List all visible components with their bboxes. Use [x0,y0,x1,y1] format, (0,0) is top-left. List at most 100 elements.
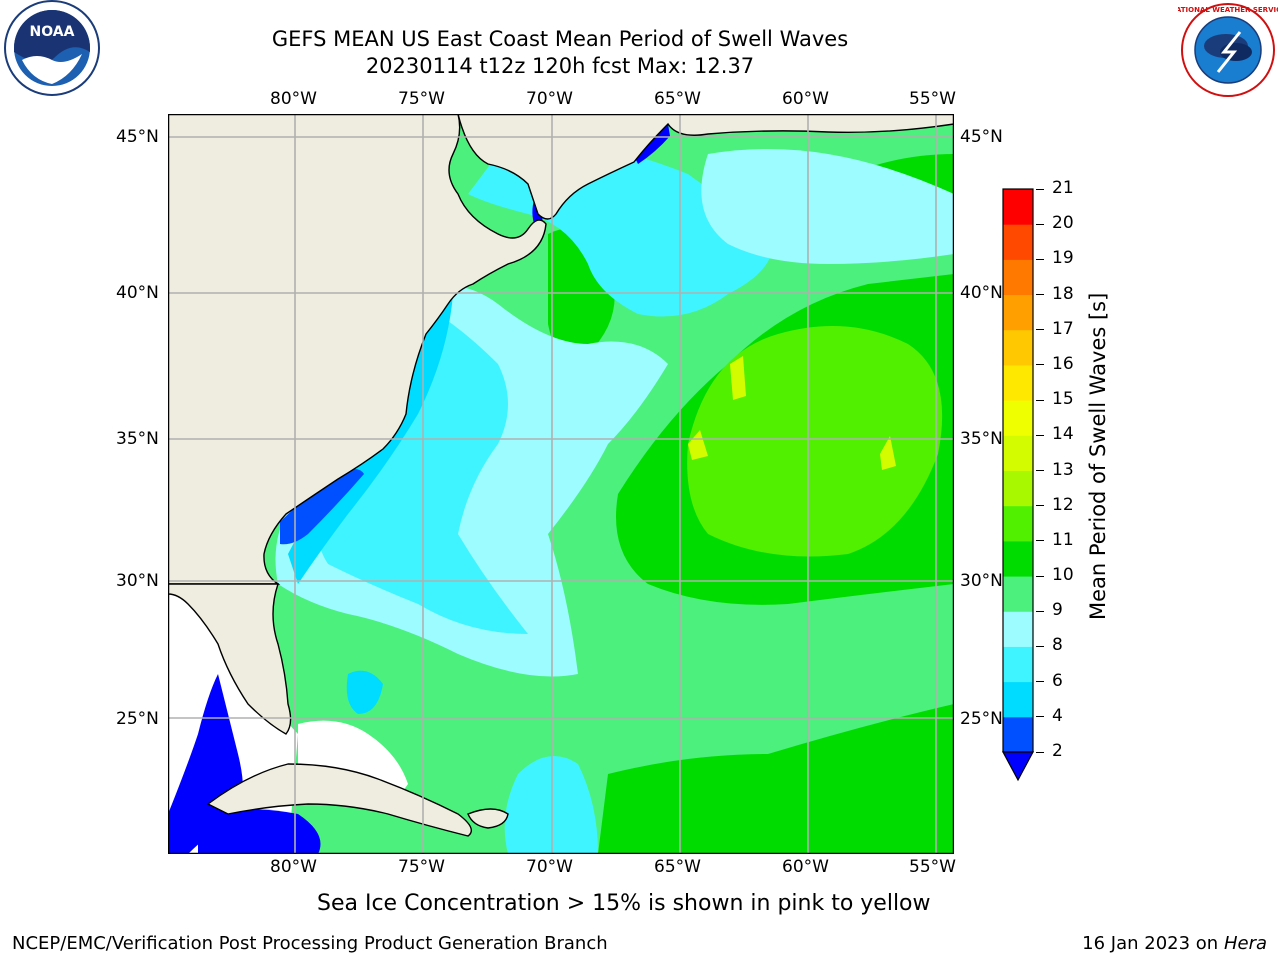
colorbar-tick-mark [1036,188,1044,190]
colorbar-tick-mark [1036,575,1044,577]
lon-tick-top: 70°W [526,89,573,109]
colorbar-tick-mark [1036,399,1044,401]
lat-tick-left: 40°N [116,283,159,303]
lon-tick-bottom: 65°W [654,857,701,877]
colorbar-tick-mark [1036,610,1044,612]
colorbar-tick-label: 18 [1052,283,1074,304]
colorbar-tick-mark [1036,364,1044,366]
field-4-6s-antilles [346,670,383,714]
colorbar-tick-label: 11 [1052,529,1074,550]
lon-tick-bottom: 60°W [782,857,829,877]
colorbar-tick-label: 15 [1052,389,1074,410]
lat-tick-right: 40°N [960,283,1003,303]
colorbar-tick-mark [1036,258,1044,260]
lon-tick-top: 55°W [909,89,956,109]
colorbar-tick-label: 16 [1052,353,1074,374]
lon-tick-top: 65°W [654,89,701,109]
land-hispaniola [467,808,509,829]
map-title-line1: GEFS MEAN US East Coast Mean Period of S… [271,27,849,51]
map-frame [168,114,954,854]
colorbar-tick-label: 12 [1052,494,1074,515]
nws-logo-text: NATIONAL WEATHER SERVICE [1178,6,1278,14]
field-12-13s-spot2 [688,430,708,460]
colorbar-cell [1003,329,1033,366]
colorbar-tick-mark [1036,505,1044,507]
lat-tick-left: 45°N [116,127,159,147]
colorbar-cell [1003,576,1033,612]
colorbar-tick-label: 19 [1052,248,1074,269]
lon-tick-top: 80°W [270,89,317,109]
colorbar-cell [1003,435,1033,471]
colorbar [1001,188,1035,782]
colorbar-cell [1003,364,1033,401]
colorbar-tick-label: 6 [1052,670,1063,691]
lon-tick-bottom: 70°W [526,857,573,877]
colorbar-tick-label: 10 [1052,565,1074,586]
field-2-4s-cuba-south [198,809,321,854]
colorbar-tick-label: 13 [1052,459,1074,480]
field-11-12s-core [687,326,943,557]
colorbar-cell [1003,681,1033,718]
colorbar-cell [1003,294,1033,331]
land-florida [168,583,292,735]
nws-logo: NATIONAL WEATHER SERVICE [1170,2,1280,98]
colorbar-frame [1002,188,1034,753]
colorbar-cell [1003,470,1033,507]
field-12-13s-spot3 [880,436,896,470]
lat-tick-right: 45°N [960,127,1003,147]
colorbar-cell [1003,540,1033,577]
lon-tick-bottom: 75°W [398,857,445,877]
footer-branch: NCEP/EMC/Verification Post Processing Pr… [12,933,608,954]
noaa-logo: NOAA [2,0,102,100]
field-2-4s-coastal [280,469,364,545]
colorbar-tick-mark [1036,681,1044,683]
colorbar-tick-label: 8 [1052,635,1063,656]
colorbar-tick-label: 20 [1052,213,1074,234]
field-8-9s-northeast [701,149,954,264]
colorbar-cell [1003,189,1033,225]
footer-host: Hera [1223,933,1267,954]
colorbar-cell [1003,259,1033,296]
lat-tick-left: 25°N [116,709,159,729]
lat-tick-right: 35°N [960,429,1003,449]
colorbar-tick-label: 2 [1052,741,1063,761]
colorbar-cell [1003,716,1033,753]
colorbar-tick-mark [1036,434,1044,436]
colorbar-tick-label: 14 [1052,424,1074,445]
swell-period-map [168,114,954,854]
colorbar-tick-mark [1036,751,1044,753]
colorbar-tick-mark [1036,716,1044,718]
land-us-east-coast [168,114,547,585]
colorbar-cell [1003,224,1033,260]
lon-tick-top: 75°W [398,89,445,109]
colorbar-cell [1003,646,1033,683]
colorbar-label: Mean Period of Swell Waves [s] [1086,292,1110,620]
colorbar-cell [1003,400,1033,436]
lat-tick-right: 30°N [960,571,1003,591]
lat-tick-right: 25°N [960,709,1003,729]
lat-tick-left: 30°N [116,571,159,591]
map-title-line2: 20230114 t12z 120h fcst Max: 12.37 [365,54,755,78]
colorbar-tick-mark [1036,645,1044,647]
lon-tick-bottom: 55°W [909,857,956,877]
colorbar-tick-label: 4 [1052,705,1063,726]
lon-tick-top: 60°W [782,89,829,109]
lon-tick-bottom: 80°W [270,857,317,877]
footer-date-text: 16 Jan 2023 on [1082,933,1224,954]
land-newengland [457,114,954,220]
colorbar-tick-mark [1036,294,1044,296]
field-12-13s-spot1 [730,356,746,400]
colorbar-tick-mark [1036,329,1044,331]
footer-date: 16 Jan 2023 on Hera [1082,933,1267,954]
colorbar-cell [1003,611,1033,647]
lat-tick-left: 35°N [116,429,159,449]
colorbar-cell [1003,505,1033,542]
noaa-logo-text: NOAA [30,24,75,40]
colorbar-tick-mark [1036,540,1044,542]
sea-ice-note: Sea Ice Concentration > 15% is shown in … [317,891,931,916]
colorbar-tick-label: 17 [1052,318,1074,339]
colorbar-tick-label: 21 [1052,178,1074,198]
colorbar-tick-mark [1036,470,1044,471]
graticule [168,114,954,854]
colorbar-tick-label: 9 [1052,600,1063,621]
